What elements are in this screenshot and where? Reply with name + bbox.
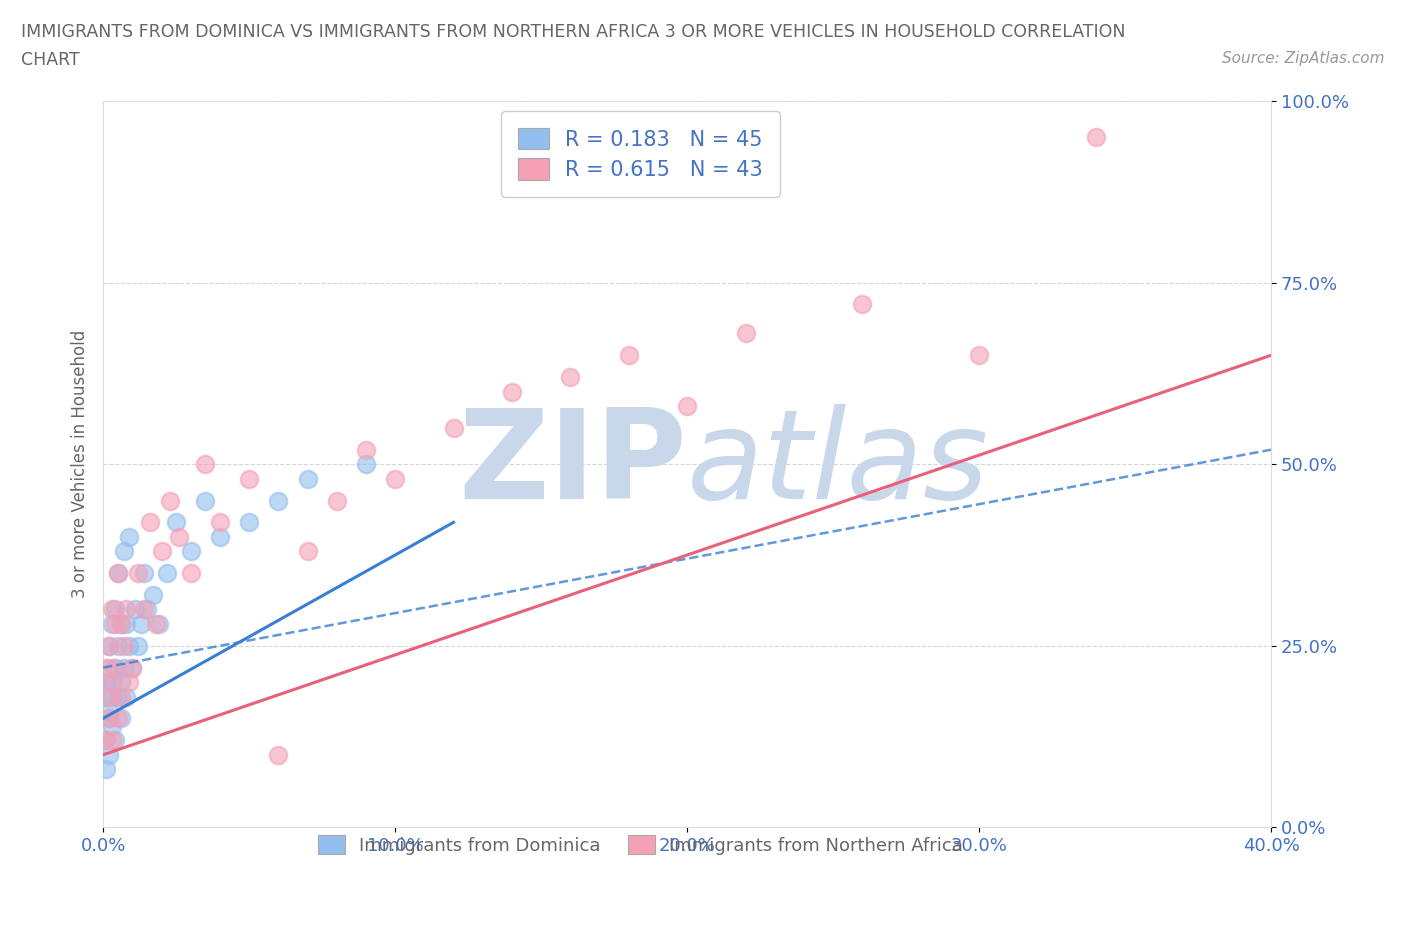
Point — [110, 674, 132, 689]
Point — [676, 399, 699, 414]
Legend: Immigrants from Dominica, Immigrants from Northern Africa: Immigrants from Dominica, Immigrants fro… — [304, 821, 977, 870]
Point — [98, 711, 121, 726]
Text: ZIP: ZIP — [458, 404, 688, 525]
Point — [354, 457, 377, 472]
Point — [94, 733, 117, 748]
Text: CHART: CHART — [21, 51, 80, 69]
Point — [98, 689, 121, 704]
Point — [148, 617, 170, 631]
Point — [617, 348, 640, 363]
Point — [208, 529, 231, 544]
Point — [115, 689, 138, 704]
Point — [107, 689, 129, 704]
Point — [167, 529, 190, 544]
Point — [384, 472, 406, 486]
Point — [110, 711, 132, 726]
Point — [501, 384, 523, 399]
Point — [851, 297, 873, 312]
Point — [560, 369, 582, 384]
Point — [107, 638, 129, 653]
Point — [94, 660, 117, 675]
Point — [142, 588, 165, 603]
Point — [101, 602, 124, 617]
Point — [127, 565, 149, 580]
Point — [118, 674, 141, 689]
Point — [121, 660, 143, 675]
Point — [104, 660, 127, 675]
Point — [443, 420, 465, 435]
Point — [267, 493, 290, 508]
Point — [110, 689, 132, 704]
Point — [354, 443, 377, 458]
Point — [110, 617, 132, 631]
Point — [104, 602, 127, 617]
Point — [112, 660, 135, 675]
Point — [101, 674, 124, 689]
Point — [145, 617, 167, 631]
Point — [238, 472, 260, 486]
Point — [118, 638, 141, 653]
Point — [156, 565, 179, 580]
Text: IMMIGRANTS FROM DOMINICA VS IMMIGRANTS FROM NORTHERN AFRICA 3 OR MORE VEHICLES I: IMMIGRANTS FROM DOMINICA VS IMMIGRANTS F… — [21, 23, 1126, 41]
Point — [734, 326, 756, 341]
Point — [107, 711, 129, 726]
Point — [150, 544, 173, 559]
Point — [267, 748, 290, 763]
Point — [115, 617, 138, 631]
Point — [110, 617, 132, 631]
Point — [94, 733, 117, 748]
Text: Source: ZipAtlas.com: Source: ZipAtlas.com — [1222, 51, 1385, 66]
Point — [180, 544, 202, 559]
Y-axis label: 3 or more Vehicles in Household: 3 or more Vehicles in Household — [72, 330, 89, 598]
Point — [107, 565, 129, 580]
Point — [139, 515, 162, 530]
Point — [94, 674, 117, 689]
Point — [98, 660, 121, 675]
Point — [98, 711, 121, 726]
Point — [98, 638, 121, 653]
Point — [115, 602, 138, 617]
Point — [967, 348, 990, 363]
Point — [98, 704, 121, 719]
Point — [208, 515, 231, 530]
Point — [1084, 130, 1107, 145]
Point — [127, 638, 149, 653]
Point — [238, 515, 260, 530]
Point — [101, 674, 124, 689]
Point — [98, 638, 121, 653]
Point — [104, 733, 127, 748]
Point — [101, 689, 124, 704]
Point — [129, 617, 152, 631]
Point — [165, 515, 187, 530]
Point — [101, 733, 124, 748]
Point — [132, 565, 155, 580]
Point — [297, 544, 319, 559]
Point — [104, 660, 127, 675]
Text: atlas: atlas — [688, 404, 990, 525]
Point — [297, 472, 319, 486]
Point — [194, 457, 217, 472]
Point — [98, 748, 121, 763]
Point — [194, 493, 217, 508]
Point — [112, 638, 135, 653]
Point — [159, 493, 181, 508]
Point — [107, 565, 129, 580]
Point — [101, 718, 124, 733]
Point — [121, 660, 143, 675]
Point — [101, 617, 124, 631]
Point — [112, 544, 135, 559]
Point — [94, 689, 117, 704]
Point — [104, 617, 127, 631]
Point — [136, 602, 159, 617]
Point — [132, 602, 155, 617]
Point — [94, 762, 117, 777]
Point — [180, 565, 202, 580]
Point — [118, 529, 141, 544]
Point — [124, 602, 146, 617]
Point — [325, 493, 347, 508]
